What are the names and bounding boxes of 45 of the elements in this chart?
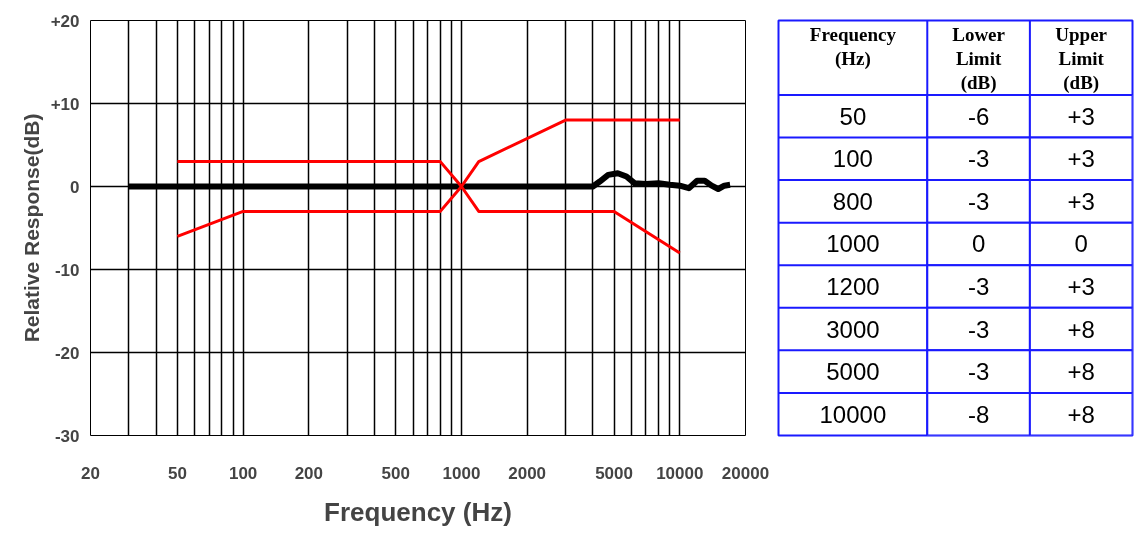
x-tick-label: 10000: [656, 463, 704, 483]
y-axis-title: Relative Response(dB): [19, 113, 43, 343]
text: +3: [1067, 187, 1095, 215]
text: +8: [1067, 358, 1095, 386]
y-tick-label: +20: [50, 11, 80, 31]
text: -6: [967, 102, 990, 130]
x-tick-label: 500: [381, 463, 410, 483]
category-label: 3000: [826, 315, 880, 343]
text: +3: [1067, 145, 1095, 173]
y-tick-label: -10: [54, 260, 80, 280]
y-tick-label: -20: [54, 343, 80, 363]
y-tick-label: -30: [54, 426, 80, 446]
category-label: 100: [832, 145, 873, 173]
text: -3: [967, 145, 990, 173]
category-label: 10000: [819, 400, 887, 428]
x-tick-label: 20: [81, 463, 100, 483]
category-label: 1200: [826, 273, 880, 301]
category-label: 5000: [826, 358, 880, 386]
text: 0: [1074, 230, 1088, 258]
x-axis-title: Frequency (Hz): [324, 496, 512, 527]
text: +8: [1067, 315, 1095, 343]
text: -3: [967, 358, 990, 386]
text: -3: [967, 315, 990, 343]
category-label: Upper Limit (dB): [1055, 23, 1108, 95]
x-tick-label: 50: [167, 463, 187, 483]
category-label: 50: [839, 102, 867, 130]
text: -3: [967, 187, 990, 215]
text: -8: [967, 400, 990, 428]
text: +3: [1067, 273, 1095, 301]
text: Frequency (Hz): [809, 23, 897, 71]
category-label: Lower Limit (dB): [952, 23, 1006, 95]
y-tick-label: 0: [70, 177, 80, 197]
text: 0: [971, 230, 986, 258]
x-tick-label: 2000: [508, 463, 547, 483]
text: -3: [967, 273, 990, 301]
x-tick-label: 20000: [721, 463, 770, 483]
x-tick-label: 1000: [442, 463, 481, 483]
y-tick-label: +10: [50, 94, 80, 114]
x-tick-label: 100: [228, 463, 258, 483]
category-label: 800: [832, 187, 873, 215]
x-tick-label: 5000: [595, 463, 633, 483]
text: +3: [1067, 102, 1095, 130]
category-label: 1000: [826, 230, 880, 258]
x-tick-label: 200: [294, 463, 324, 483]
text: +8: [1067, 400, 1095, 428]
